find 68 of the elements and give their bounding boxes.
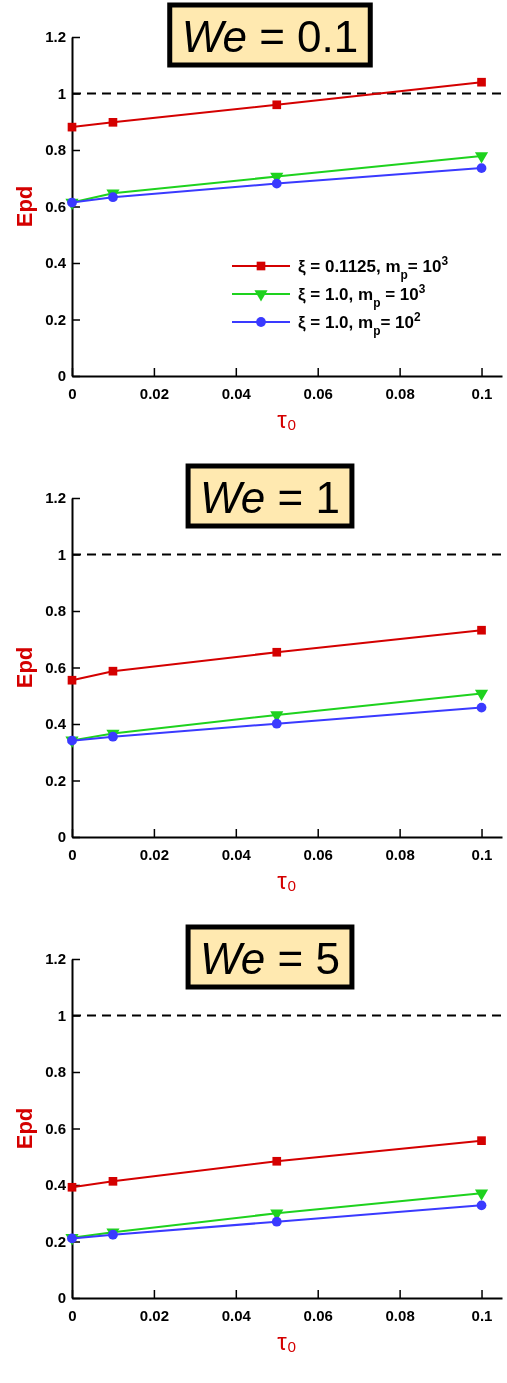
chart-title: We = 5	[200, 934, 340, 983]
y-tick-label: 0.6	[45, 658, 66, 676]
chart-title: We = 0.1	[181, 12, 359, 61]
x-tick-label: 0.08	[385, 1306, 415, 1324]
legend-label: ξ = 1.0, m$_{p}$ = 10$^{3}$	[298, 282, 426, 310]
legend-label: ξ = 1.0, m$_{p}$= 10$^{2}$	[298, 310, 421, 338]
x-tick-label: 0.06	[303, 384, 333, 402]
y-tick-label: 0	[57, 828, 66, 846]
point	[271, 718, 282, 729]
point	[272, 1156, 282, 1166]
point	[474, 1189, 489, 1201]
x-tick-label: 0.02	[139, 384, 170, 402]
y-tick-label: 0.4	[45, 254, 67, 272]
x-tick-label: 0.1	[471, 384, 493, 402]
point	[108, 117, 118, 127]
x-tick-label: 0.04	[221, 845, 252, 863]
x-tick-label: 0.08	[385, 384, 415, 402]
y-tick-label: 0.8	[45, 602, 66, 620]
point	[477, 625, 486, 635]
y-axis-title: Epd	[12, 1107, 37, 1150]
y-tick-label: 0.2	[45, 310, 66, 328]
y-tick-label: 0	[57, 1289, 66, 1307]
point	[271, 178, 282, 189]
x-tick-label: 0.1	[471, 1306, 493, 1324]
y-tick-label: 1	[57, 545, 66, 563]
point	[271, 1216, 282, 1227]
y-tick-label: 0.6	[45, 197, 66, 215]
x-tick-label: 0.02	[139, 845, 170, 863]
y-tick-label: 1.2	[45, 950, 66, 968]
y-tick-label: 1	[57, 1006, 66, 1024]
y-tick-label: 0.4	[45, 715, 67, 733]
x-axis-title: τ₀	[277, 1328, 297, 1355]
point	[272, 647, 282, 657]
y-tick-label: 0.8	[45, 1063, 66, 1081]
legend-label: ξ = 0.1125, m$_{p}$= 10$^{3}$	[298, 254, 449, 282]
x-tick-label: 0.1	[471, 845, 493, 863]
point	[108, 1177, 118, 1186]
y-tick-label: 0	[57, 367, 66, 385]
point	[476, 163, 487, 173]
x-axis-title: τ₀	[277, 867, 297, 894]
point	[67, 1182, 77, 1192]
x-tick-label: 0.06	[303, 1306, 333, 1324]
y-tick-label: 0.6	[45, 1119, 66, 1137]
y-tick-label: 0.4	[45, 1176, 67, 1194]
y-tick-label: 1.2	[45, 28, 66, 46]
y-tick-label: 1.2	[45, 489, 66, 507]
x-tick-label: 0.04	[221, 1306, 252, 1324]
point	[477, 1136, 486, 1145]
y-tick-label: 0.2	[45, 771, 66, 789]
x-tick-label: 0.08	[385, 845, 415, 863]
chart-title: We = 1	[200, 473, 340, 522]
point	[476, 1200, 487, 1211]
y-tick-label: 1	[57, 84, 66, 102]
y-tick-label: 0.2	[45, 1232, 66, 1250]
y-axis-title: Epd	[12, 185, 37, 228]
point	[477, 77, 486, 87]
x-axis-title: τ₀	[277, 406, 297, 433]
point	[272, 100, 282, 110]
x-tick-label: 0.02	[139, 1306, 170, 1324]
point	[474, 689, 489, 702]
y-tick-label: 0.8	[45, 141, 66, 159]
y-axis-title: Epd	[12, 646, 37, 689]
x-tick-label: 0.06	[303, 845, 333, 863]
x-tick-label: 0.04	[221, 384, 252, 402]
point	[474, 152, 489, 164]
point	[67, 675, 77, 685]
point	[476, 702, 487, 713]
point	[108, 666, 118, 676]
